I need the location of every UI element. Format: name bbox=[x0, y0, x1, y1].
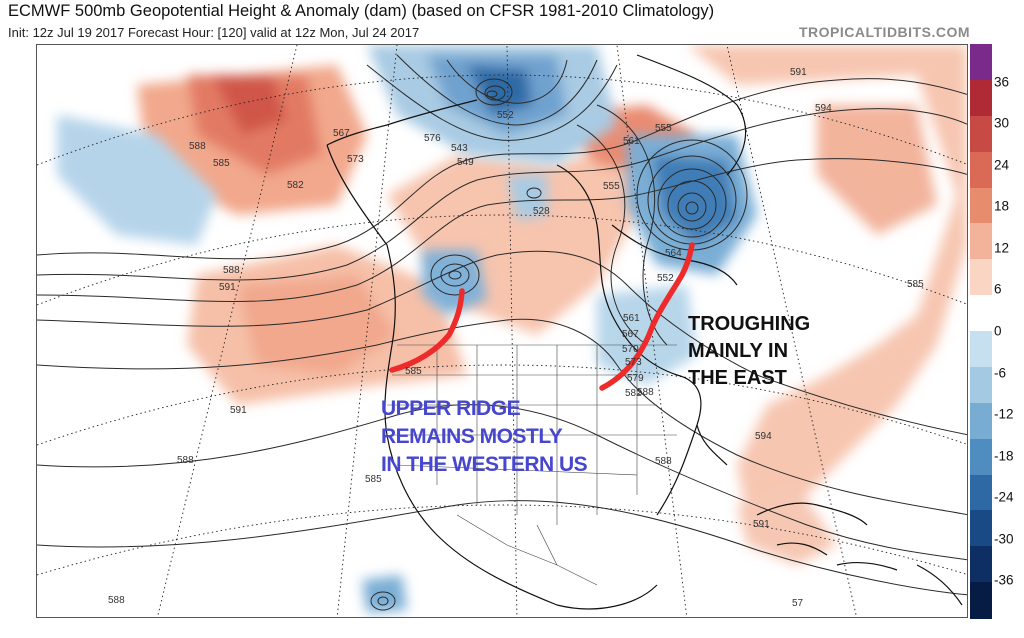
colorbar-label: -36 bbox=[994, 572, 1014, 588]
map-title: ECMWF 500mb Geopotential Height & Anomal… bbox=[8, 2, 715, 20]
colorbar-segment bbox=[970, 259, 992, 296]
contour-label: 564 bbox=[665, 248, 682, 259]
contour-label: 594 bbox=[815, 103, 832, 114]
contour-label: 573 bbox=[347, 154, 364, 165]
western-ridge-annotation: UPPER RIDGE REMAINS MOSTLY IN THE WESTER… bbox=[381, 396, 588, 481]
annotation-line: UPPER RIDGE bbox=[381, 397, 521, 420]
colorbar-segment bbox=[970, 44, 992, 81]
contour-label: 567 bbox=[333, 128, 350, 139]
contour-label: 543 bbox=[451, 143, 468, 154]
contour-label: 588 bbox=[223, 265, 240, 276]
eastern-trough-annotation: TROUGHING MAINLY IN THE EAST bbox=[688, 312, 810, 393]
contour-label: 588 bbox=[655, 456, 672, 467]
contour-label: 57 bbox=[792, 598, 804, 609]
colorbar-label: 6 bbox=[994, 281, 1002, 297]
contour-label: 591 bbox=[219, 282, 236, 293]
contour-label: 585 bbox=[405, 366, 422, 377]
contour-label: 552 bbox=[497, 110, 514, 121]
colorbar-segment bbox=[970, 331, 992, 368]
colorbar-label: 0 bbox=[994, 323, 1002, 339]
annotation-line: IN THE WESTERN US bbox=[381, 453, 588, 477]
contour-label: 585 bbox=[213, 158, 230, 169]
annotation-line: MAINLY IN bbox=[688, 340, 789, 362]
contour-label: 591 bbox=[230, 405, 247, 416]
colorbar-segment bbox=[970, 366, 992, 404]
contour-label: 561 bbox=[623, 136, 640, 147]
contour-label: 591 bbox=[753, 519, 770, 530]
colorbar-label: 30 bbox=[994, 115, 1010, 131]
contour-label: 591 bbox=[790, 67, 807, 78]
anomaly-colorbar: 36 30 24 18 12 6 0 -6 -12 -18 -24 -30 -36 bbox=[970, 44, 1022, 619]
contour-label: 588 bbox=[637, 387, 654, 398]
colorbar-segment bbox=[970, 510, 992, 547]
annotation-line: REMAINS MOSTLY bbox=[381, 425, 563, 449]
contour-label: 585 bbox=[365, 474, 382, 485]
colorbar-segment bbox=[970, 151, 992, 188]
contour-label: 585 bbox=[907, 279, 924, 290]
ridge-trough-axes bbox=[389, 242, 695, 391]
contour-label: 588 bbox=[177, 455, 194, 466]
colorbar-segment bbox=[970, 115, 992, 153]
contour-label: 588 bbox=[189, 141, 206, 152]
contour-label: 561 bbox=[623, 313, 640, 324]
colorbar-segment bbox=[970, 474, 992, 511]
colorbar-label: 18 bbox=[994, 198, 1010, 214]
colorbar-label: -12 bbox=[994, 406, 1014, 422]
warm-anomaly-shading bbox=[137, 45, 967, 565]
ridge-axis-line bbox=[389, 288, 465, 373]
contour-label: 552 bbox=[657, 273, 674, 284]
colorbar-label: 24 bbox=[994, 157, 1010, 173]
political-borders bbox=[387, 344, 677, 586]
contour-label: 555 bbox=[655, 123, 672, 134]
colorbar-label: 12 bbox=[994, 240, 1010, 256]
contour-label: 528 bbox=[533, 206, 550, 217]
site-watermark: TROPICALTIDBITS.COM bbox=[798, 24, 970, 40]
colorbar-segment bbox=[970, 582, 992, 619]
annotation-line: THE EAST bbox=[688, 367, 787, 389]
contour-label: 582 bbox=[625, 388, 642, 399]
map-canvas: 591 594 588 585 582 567 573 576 543 549 552 555 528 5… bbox=[37, 45, 967, 617]
colorbar-label: -30 bbox=[994, 531, 1014, 547]
annotation-line: TROUGHING bbox=[688, 313, 811, 335]
colorbar-segment bbox=[970, 546, 992, 583]
colorbar-segment bbox=[970, 402, 992, 440]
map-panel: 591 594 588 585 582 567 573 576 543 549 552 555 528 5… bbox=[36, 44, 968, 618]
contour-labels: 591 594 588 585 582 567 573 576 543 549 552 555 528 5… bbox=[108, 67, 924, 609]
colorbar-segment bbox=[970, 187, 992, 224]
colorbar-segment bbox=[970, 79, 992, 117]
colorbar-label: -18 bbox=[994, 448, 1014, 464]
colorbar-label: 36 bbox=[994, 74, 1010, 90]
contour-label: 567 bbox=[622, 329, 639, 340]
colorbar-label: -24 bbox=[994, 489, 1014, 505]
contour-label: 570 bbox=[622, 344, 639, 355]
colorbar-segment bbox=[970, 223, 992, 260]
contour-label: 582 bbox=[287, 180, 304, 191]
colorbar-segment bbox=[970, 295, 992, 332]
contour-label: 573 bbox=[625, 357, 642, 368]
trough-axis-line bbox=[599, 242, 695, 391]
contour-label: 594 bbox=[755, 431, 772, 442]
contour-label: 549 bbox=[457, 157, 474, 168]
colorbar-segment bbox=[970, 438, 992, 475]
contour-label: 579 bbox=[627, 373, 644, 384]
contour-label: 588 bbox=[108, 595, 125, 606]
colorbar-label: -6 bbox=[994, 365, 1007, 381]
map-subtitle: Init: 12z Jul 19 2017 Forecast Hour: [12… bbox=[8, 25, 420, 40]
contour-label: 576 bbox=[424, 133, 441, 144]
contour-label: 555 bbox=[603, 181, 620, 192]
